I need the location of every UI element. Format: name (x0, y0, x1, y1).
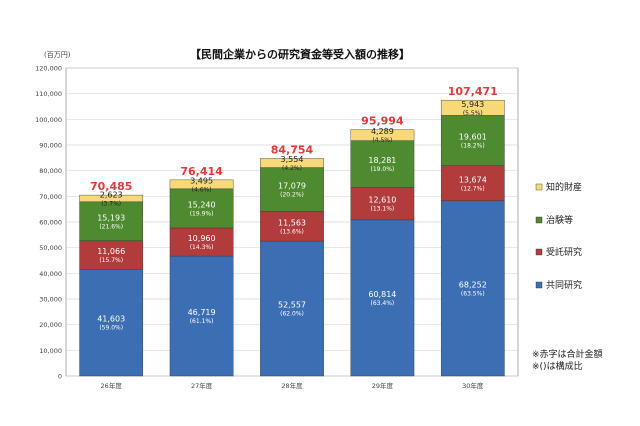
total-label: 84,754 (271, 143, 314, 156)
y-tick-label: 0 (58, 373, 62, 381)
x-tick-label: 27年度 (191, 381, 213, 390)
bar-segment (350, 187, 415, 221)
bar-segment (260, 211, 324, 242)
share-label: (63.4%) (371, 300, 395, 307)
bar-segment (440, 200, 505, 377)
bar-segment (79, 240, 144, 270)
share-label: (5.5%) (463, 110, 483, 117)
share-label: (20.2%) (280, 192, 304, 199)
data-label: 41,603 (97, 315, 125, 324)
data-label: 12,610 (368, 196, 396, 205)
data-label: 11,563 (278, 218, 306, 227)
data-label: 52,557 (278, 301, 306, 310)
y-unit-label: (百万円) (44, 51, 71, 59)
data-label: 46,719 (188, 308, 216, 317)
bar-segment (440, 165, 505, 202)
data-label: 15,193 (97, 213, 125, 222)
share-label: (19.9%) (190, 210, 214, 217)
share-label: (13.1%) (371, 206, 395, 213)
share-label: (18.2%) (461, 143, 485, 150)
data-label: 60,814 (368, 290, 396, 299)
share-label: (61.1%) (190, 318, 214, 325)
x-tick-label: 28年度 (281, 381, 303, 390)
legend-swatch (535, 216, 543, 224)
legend-swatch (535, 248, 543, 256)
data-label: 4,289 (371, 127, 394, 136)
plot-area: 0 10,000 20,000 30,000 40,000 50,000 60,000 70,… (35, 65, 519, 390)
share-label: (4.2%) (282, 165, 302, 172)
bar-segment (260, 167, 324, 212)
bar-segment (79, 269, 144, 377)
bar-segment (260, 158, 324, 168)
data-label: 19,601 (459, 133, 487, 142)
bar-segment (350, 140, 415, 188)
share-label: (3.7%) (101, 200, 121, 207)
y-tick-label: 100,000 (35, 116, 62, 124)
data-label: 68,252 (459, 280, 487, 289)
bar-segment (169, 179, 234, 190)
legend-label: 受託研究 (546, 246, 582, 258)
bar-segment (350, 219, 415, 377)
bar-segment (79, 201, 144, 242)
data-label: 3,495 (190, 176, 213, 185)
legend-label: 共同研究 (546, 279, 582, 291)
note-share: ※()は構成比 (532, 360, 583, 372)
data-label: 17,079 (278, 182, 306, 191)
total-label: 76,414 (180, 165, 223, 178)
y-tick-label: 10,000 (39, 347, 62, 355)
share-label: (4.5%) (372, 137, 392, 144)
data-label: 3,554 (281, 155, 304, 164)
share-label: (21.6%) (99, 223, 123, 230)
bar-segment (79, 194, 144, 203)
share-label: (4.6%) (192, 186, 212, 193)
y-tick-label: 90,000 (39, 142, 62, 150)
x-tick-label: 30年度 (462, 381, 484, 390)
data-label: 18,281 (368, 156, 396, 165)
total-label: 70,485 (90, 180, 132, 193)
data-label: 11,066 (97, 247, 125, 256)
share-label: (19.0%) (371, 166, 395, 173)
legend-swatch (535, 183, 543, 191)
y-tick-label: 60,000 (39, 219, 62, 227)
bar-segment (350, 129, 415, 141)
share-label: (12.7%) (461, 185, 485, 192)
x-tick-label: 26年度 (101, 381, 123, 390)
bar-segment (440, 115, 505, 166)
share-label: (59.0%) (99, 325, 123, 332)
data-label: 13,674 (459, 175, 487, 184)
chart-title: 【民間企業からの研究資金等受入額の推移】 (190, 47, 410, 61)
total-label: 107,471 (448, 85, 498, 98)
data-label: 5,943 (461, 100, 484, 109)
y-tick-label: 120,000 (35, 65, 62, 73)
share-label: (63.5%) (461, 290, 485, 297)
y-tick-label: 50,000 (39, 244, 62, 252)
x-tick-label: 29年度 (372, 381, 394, 390)
data-label: 2,623 (100, 190, 123, 199)
total-label: 95,994 (361, 115, 404, 128)
y-tick-label: 70,000 (39, 193, 62, 201)
y-tick-label: 30,000 (39, 296, 62, 304)
legend-label: 治験等 (546, 214, 573, 226)
bar-segment (169, 255, 234, 377)
y-tick-label: 110,000 (35, 90, 62, 98)
y-tick-label: 40,000 (39, 270, 62, 278)
data-label: 10,960 (188, 234, 216, 243)
y-tick-label: 80,000 (39, 167, 62, 175)
data-label: 15,240 (188, 200, 216, 209)
share-label: (14.3%) (190, 244, 214, 251)
share-label: (62.0%) (280, 311, 304, 318)
bar-segment (440, 99, 505, 116)
share-label: (15.7%) (99, 257, 123, 264)
legend-label: 知的財産 (546, 181, 582, 193)
legend-swatch (535, 281, 543, 289)
note-total: ※赤字は合計金額 (532, 348, 603, 360)
share-label: (13.6%) (280, 228, 304, 235)
bar-segment (169, 227, 234, 257)
bar-segment (260, 240, 324, 377)
y-tick-label: 20,000 (39, 321, 62, 329)
